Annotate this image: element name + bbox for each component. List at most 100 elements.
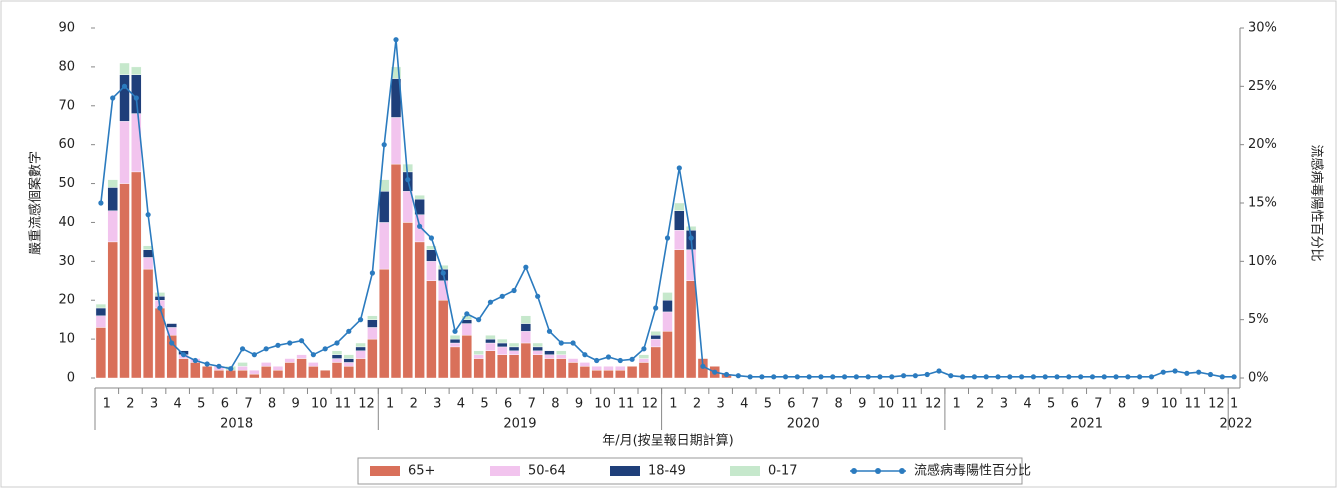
line-marker (1078, 374, 1084, 380)
bar-segment (449, 335, 461, 340)
bar-segment (379, 222, 390, 270)
bar-segment (438, 265, 449, 270)
x-tick-label: 3 (433, 397, 441, 412)
bar-segment (461, 335, 472, 379)
bar-segment (131, 171, 142, 379)
legend-swatch (370, 466, 400, 476)
line-marker (877, 374, 883, 380)
bar-segment (331, 358, 343, 363)
line-marker (983, 374, 989, 380)
line-marker (664, 235, 671, 241)
bar-segment (520, 342, 532, 379)
bar-segment (272, 370, 284, 379)
x-tick-label: 11 (901, 397, 918, 412)
x-tick-label: 4 (457, 397, 465, 412)
x-tick-label: 6 (787, 397, 795, 412)
line-marker (287, 340, 293, 346)
bar-segment (355, 346, 366, 351)
line-marker (1172, 368, 1178, 374)
bar-segment (497, 342, 508, 348)
bar-segment (308, 362, 319, 367)
year-label: 2020 (787, 417, 820, 432)
x-tick-label: 4 (1023, 397, 1031, 412)
y-tick-label: 70 (58, 98, 75, 113)
line-marker (641, 346, 647, 352)
bar-segment (426, 261, 437, 281)
x-tick-label: 11 (1185, 397, 1202, 412)
line-marker (428, 235, 435, 241)
x-tick-label: 1 (669, 397, 677, 412)
x-tick-label: 10 (1161, 397, 1178, 412)
bar-segment (674, 249, 685, 379)
line-marker (133, 95, 139, 101)
x-tick-label: 8 (268, 397, 276, 412)
bar-segment (296, 354, 307, 359)
bar-segment (331, 354, 343, 359)
x-tick-label: 12 (1208, 397, 1225, 412)
legend-label: 0-17 (768, 464, 798, 479)
bar-segment (567, 358, 579, 363)
bar-segment (379, 268, 390, 379)
bar-segment (355, 350, 366, 359)
year-label: 2021 (1070, 417, 1103, 432)
x-tick-label: 2 (693, 397, 701, 412)
line-marker (865, 374, 871, 380)
bar-segment (579, 366, 591, 379)
bar-segment (508, 346, 520, 351)
bar-segment (367, 319, 378, 328)
line-marker (782, 374, 789, 380)
legend-swatch (490, 466, 520, 476)
x-tick-label: 8 (551, 397, 559, 412)
bar-segment (355, 358, 366, 379)
x-tick-label: 11 (335, 397, 352, 412)
x-tick-label: 2 (410, 397, 418, 412)
line-marker (771, 374, 777, 380)
legend-box (357, 457, 1023, 485)
x-tick-label: 12 (642, 397, 659, 412)
line-marker (1019, 374, 1025, 380)
bar-segment (650, 338, 661, 348)
y-tick-label: 80 (58, 59, 75, 74)
line-marker (169, 340, 175, 346)
bar-segment (532, 346, 543, 351)
y-tick-label: 50 (58, 176, 75, 191)
bar-segment (662, 311, 673, 332)
line-marker (1231, 374, 1237, 380)
bar-segment (520, 331, 532, 344)
x-tick-label: 12 (925, 397, 942, 412)
y-axis-title: 嚴重流感個案數字 (28, 151, 44, 255)
bar-segment (95, 303, 107, 309)
line-marker (381, 142, 387, 148)
line-marker (900, 373, 907, 379)
line-marker (971, 374, 978, 380)
line-marker (239, 346, 246, 352)
line-marker (960, 374, 966, 380)
bar-segment (674, 230, 685, 250)
line-marker (735, 373, 741, 379)
bar-segment (154, 292, 166, 297)
bar-segment (485, 335, 496, 340)
bar-segment (225, 370, 236, 379)
bar-segment (131, 113, 142, 173)
line-marker (216, 363, 222, 369)
bar-segment (508, 354, 520, 379)
line-marker (546, 328, 553, 334)
x-tick-label: 7 (811, 397, 819, 412)
x-tick-label: 3 (1000, 397, 1008, 412)
line-marker (110, 95, 116, 101)
line-marker (912, 373, 918, 379)
bar-segment (414, 241, 425, 379)
line-marker (594, 357, 600, 364)
line-marker (924, 371, 930, 378)
bar-segment (650, 346, 661, 379)
line-marker (417, 223, 423, 229)
bar-segment (367, 315, 378, 320)
bar-segment (343, 354, 354, 359)
x-tick-label: 1 (953, 397, 961, 412)
bar-segment (544, 358, 555, 379)
bar-segment (508, 350, 520, 355)
x-tick-label: 6 (221, 397, 229, 412)
line-marker (700, 363, 706, 369)
line-marker (723, 371, 730, 378)
